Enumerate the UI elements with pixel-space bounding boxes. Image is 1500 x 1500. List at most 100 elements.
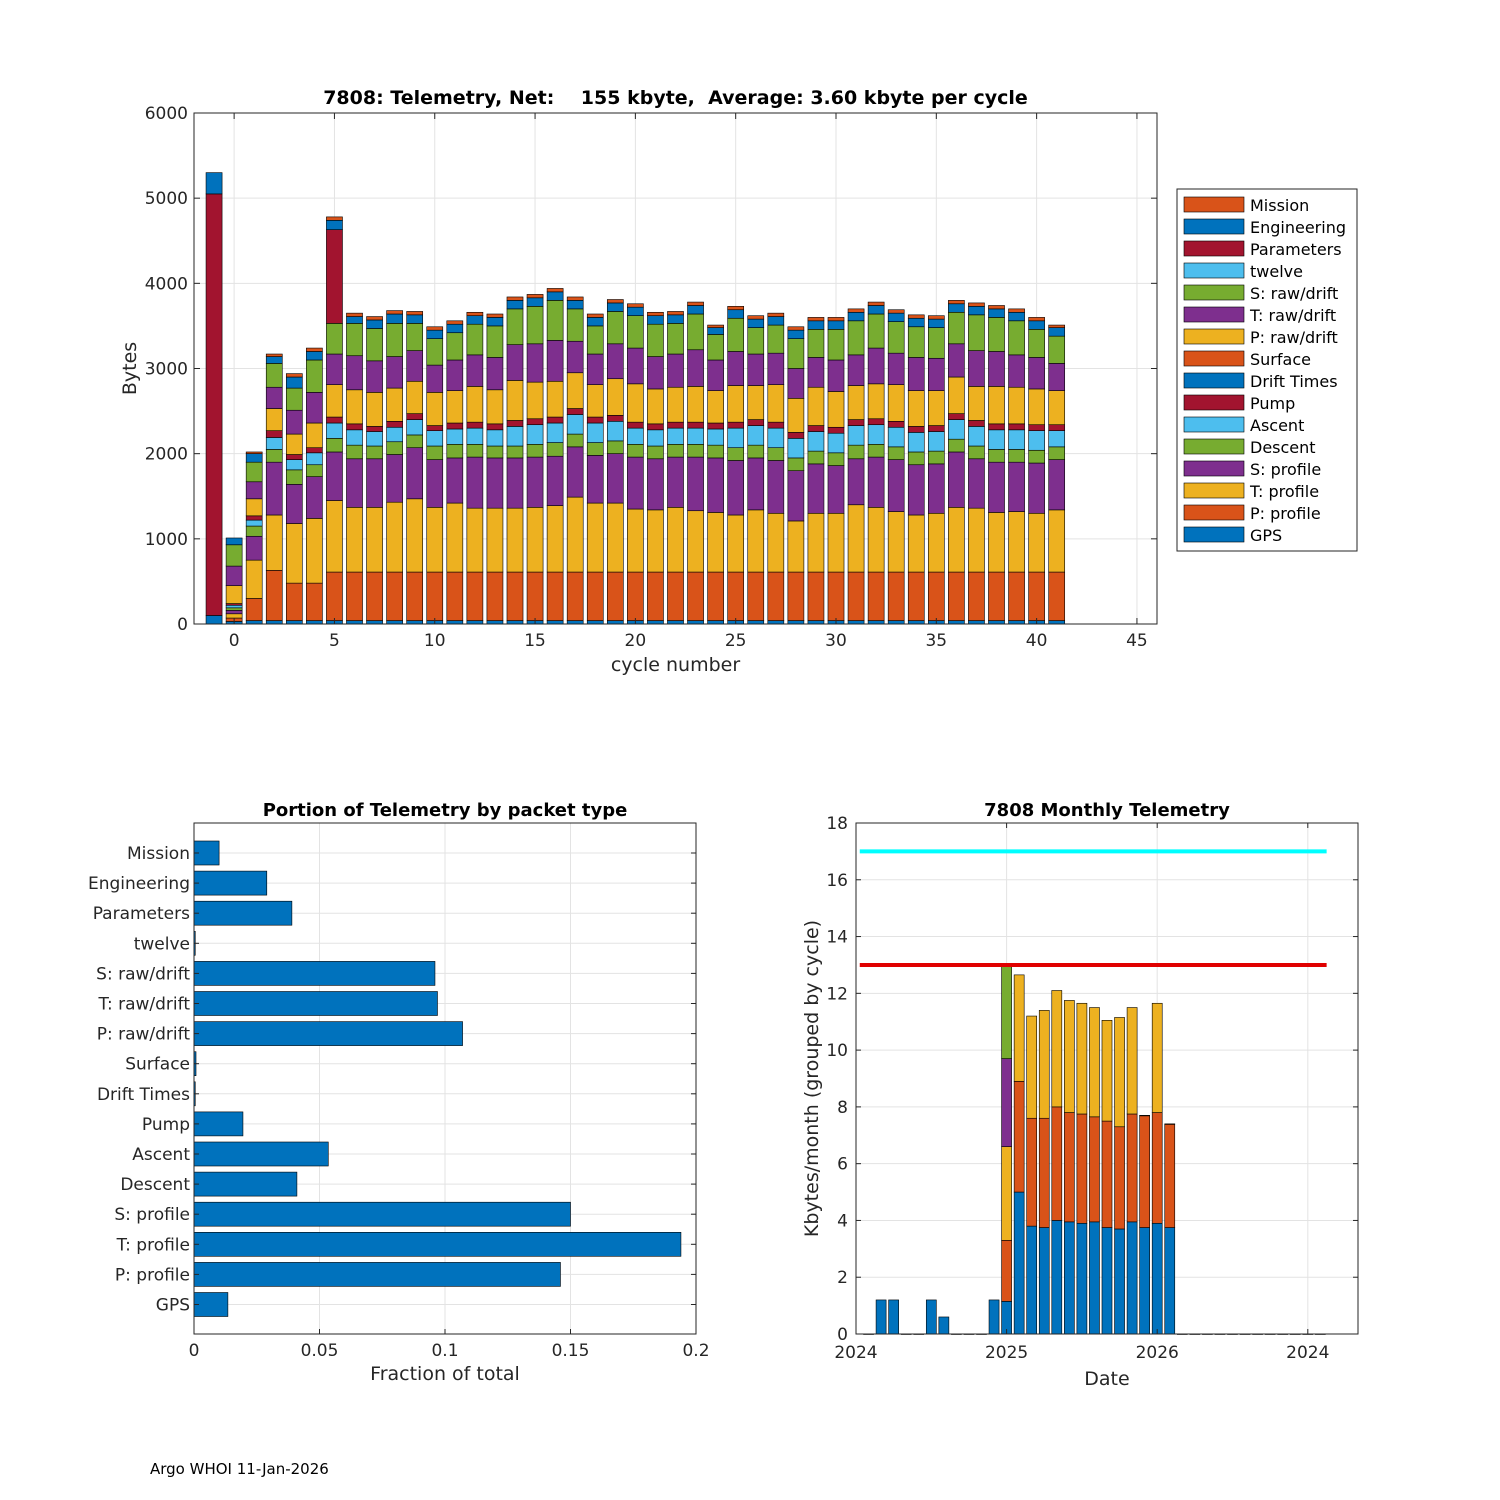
bar-segment xyxy=(927,425,945,432)
month-bar-segment xyxy=(1139,1115,1150,1117)
month-bar-segment xyxy=(1126,1007,1138,1115)
bar-segment xyxy=(988,351,1005,387)
bar-segment xyxy=(787,338,805,369)
bar-segment xyxy=(1048,324,1066,328)
bar-segment xyxy=(907,426,925,433)
bar-segment xyxy=(968,507,985,573)
bar-segment xyxy=(968,426,985,447)
bar-segment xyxy=(1008,386,1025,425)
bar-segment xyxy=(466,427,484,445)
bar-segment xyxy=(948,571,965,621)
bar-segment xyxy=(827,391,845,428)
bar-segment xyxy=(1008,511,1025,573)
y-tick-label: 14 xyxy=(826,928,848,948)
bar-segment xyxy=(1008,571,1025,621)
bar-segment xyxy=(606,311,624,345)
bar-segment xyxy=(526,418,544,426)
legend-label: GPS xyxy=(1250,526,1282,545)
bar-segment xyxy=(667,353,684,388)
bar-segment xyxy=(366,507,383,573)
month-bar-segment xyxy=(1064,1112,1075,1223)
month-bar-segment xyxy=(938,1316,950,1335)
bar-segment xyxy=(326,384,343,418)
bar-segment xyxy=(406,311,424,316)
bar-segment xyxy=(627,303,644,308)
bar-segment xyxy=(306,518,323,584)
bar-segment xyxy=(386,387,403,422)
month-bar-segment xyxy=(1026,1015,1038,1119)
bar-segment xyxy=(887,620,905,625)
bar-segment xyxy=(306,359,323,393)
fraction-bar xyxy=(193,1021,463,1046)
bar-segment xyxy=(386,454,403,503)
bar-segment xyxy=(366,445,383,460)
bar-segment xyxy=(988,305,1005,310)
bar-segment xyxy=(647,388,664,425)
x-axis-label: Fraction of total xyxy=(370,1363,520,1385)
bar-segment xyxy=(566,408,584,415)
bar-segment xyxy=(988,317,1005,352)
bar-segment xyxy=(667,427,684,445)
bar-segment xyxy=(506,308,524,345)
y-tick-label: 16 xyxy=(826,871,848,891)
bar-segment xyxy=(747,620,765,625)
month-bar-segment xyxy=(1139,1227,1150,1335)
month-bar-segment xyxy=(1001,1146,1012,1241)
bar-segment xyxy=(486,313,504,318)
bar-segment xyxy=(787,457,805,471)
bar-segment xyxy=(667,323,684,355)
bar-segment xyxy=(386,571,403,621)
legend-label: Descent xyxy=(1250,438,1316,457)
bar-segment xyxy=(426,364,444,393)
bar-segment xyxy=(787,571,805,621)
fraction-bar xyxy=(193,1262,561,1287)
bar-segment xyxy=(847,504,865,573)
legend-label: Surface xyxy=(1250,350,1311,369)
month-bar-segment xyxy=(1064,1221,1075,1335)
bar-segment xyxy=(647,571,664,621)
bar-segment xyxy=(406,447,424,500)
bar-segment xyxy=(727,460,745,516)
bar-segment xyxy=(667,314,684,324)
bar-segment xyxy=(386,426,403,443)
bar-segment xyxy=(707,324,724,328)
category-label: Engineering xyxy=(88,874,190,894)
bar-segment xyxy=(306,447,323,454)
bar-segment xyxy=(667,386,684,423)
bar-segment xyxy=(747,353,765,386)
bar-segment xyxy=(346,429,363,446)
bar-segment xyxy=(506,445,524,459)
bar-segment xyxy=(326,500,343,573)
bar-segment xyxy=(586,620,604,625)
month-bar-segment xyxy=(1051,1106,1063,1221)
legend-swatch xyxy=(1183,350,1245,367)
month-bar-segment xyxy=(1101,1227,1113,1335)
bar-segment xyxy=(285,433,303,455)
y-tick-label: 6 xyxy=(837,1155,848,1175)
bar-segment xyxy=(446,332,464,361)
bar-segment xyxy=(306,476,323,519)
bar-segment xyxy=(426,507,444,573)
bar-segment xyxy=(867,313,885,349)
bar-segment xyxy=(948,438,965,453)
bar-segment xyxy=(606,302,624,312)
bar-segment xyxy=(948,507,965,573)
bar-segment xyxy=(787,520,805,573)
bar-segment xyxy=(767,571,785,621)
y-axis-label: Kbytes/month (grouped by cycle) xyxy=(801,920,823,1237)
bar-segment xyxy=(887,312,905,322)
bar-segment xyxy=(787,326,805,331)
bar-segment xyxy=(867,347,885,385)
fraction-bar xyxy=(193,1111,244,1137)
bar-segment xyxy=(346,444,363,460)
bar-segment xyxy=(988,512,1005,573)
bar-segment xyxy=(285,620,303,625)
bar-segment xyxy=(847,444,865,460)
bar-segment xyxy=(807,620,825,625)
month-bar-segment xyxy=(1089,1007,1100,1118)
bar-segment xyxy=(747,444,765,459)
month-bar-segment xyxy=(925,1299,937,1335)
bar-segment xyxy=(306,452,323,466)
bar-segment xyxy=(907,432,925,453)
bar-segment xyxy=(907,451,925,466)
